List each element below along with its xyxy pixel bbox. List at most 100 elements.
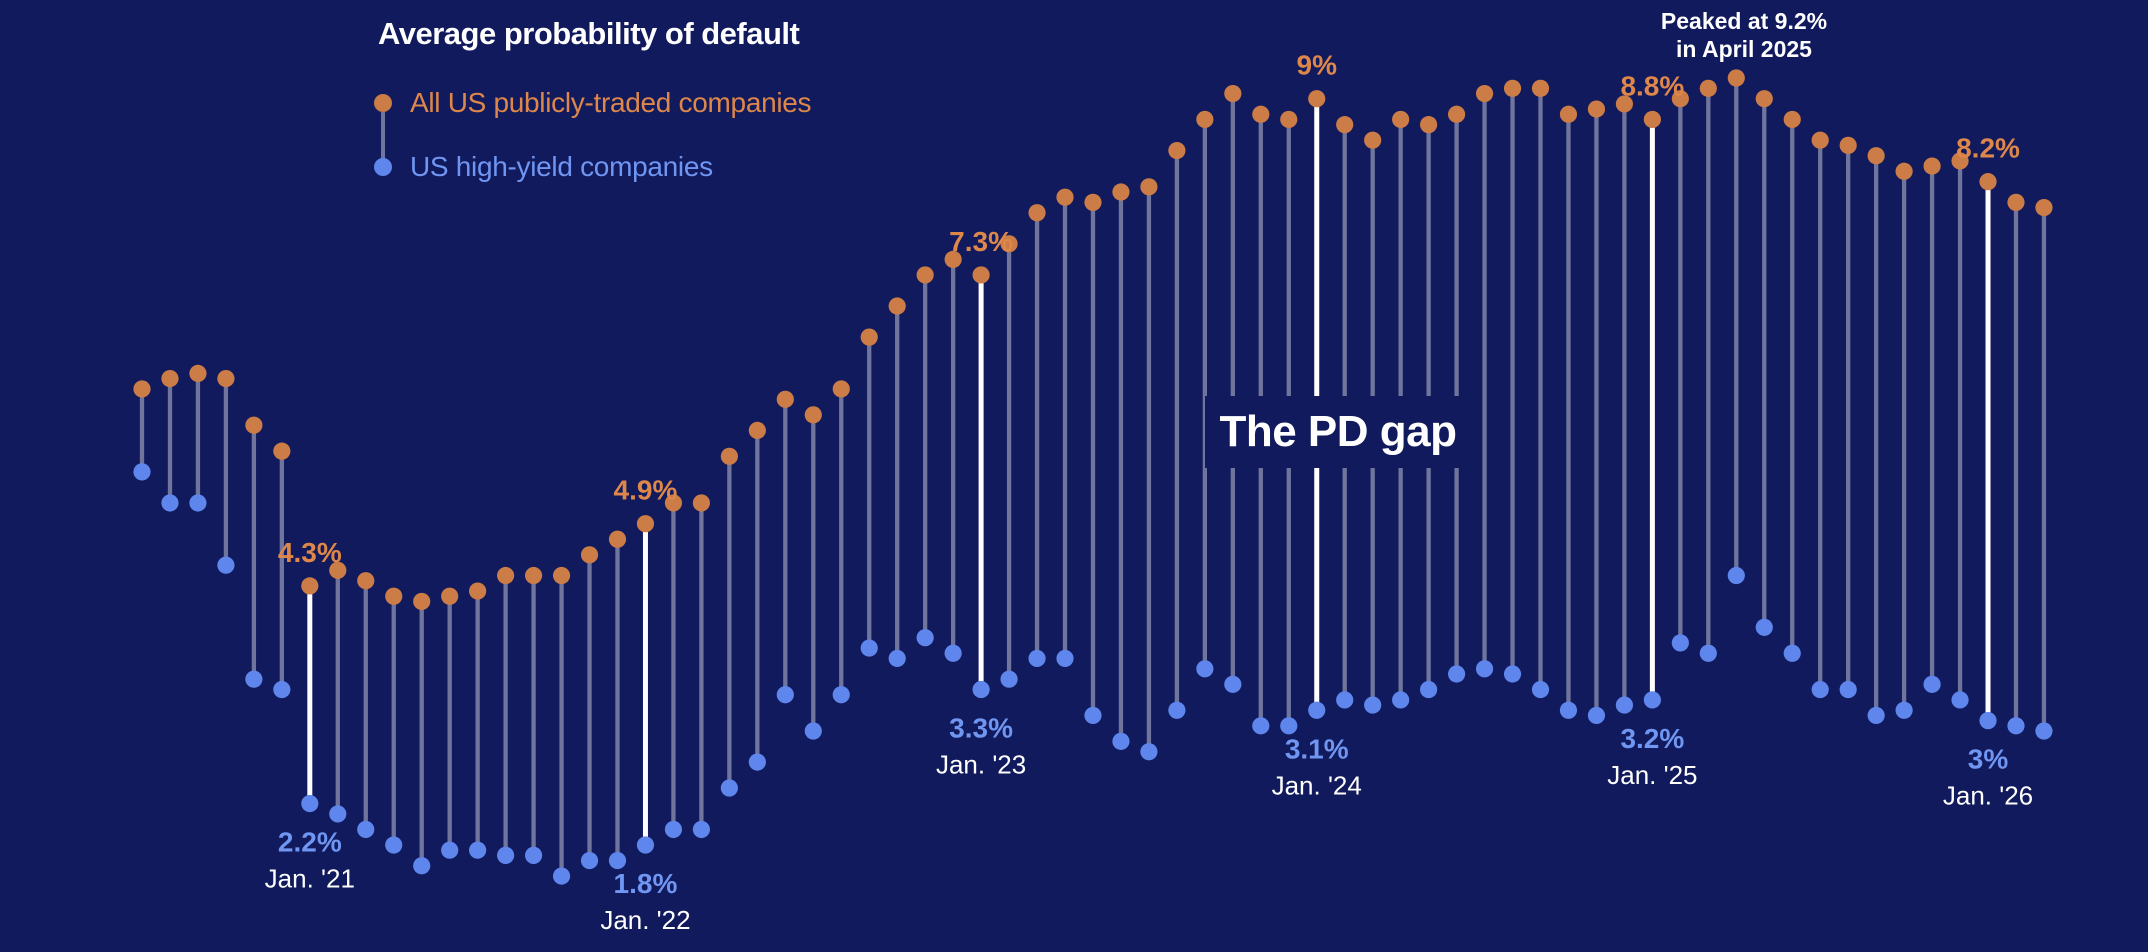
blue-dot [1895, 701, 1913, 719]
blue-dot [552, 867, 571, 885]
orange-dot [608, 530, 627, 548]
blue-dot [2035, 722, 2053, 740]
orange-dot [441, 587, 459, 605]
orange-dot [1615, 95, 1634, 113]
orange-dot [524, 566, 543, 585]
milestone-top-value: 4.3% [278, 537, 342, 568]
milestone-bottom-value: 2.2% [278, 827, 342, 858]
orange-dot [1028, 204, 1046, 222]
orange-dot [1112, 183, 1130, 201]
blue-dot [1559, 701, 1578, 719]
orange-dot [385, 587, 403, 605]
blue-dot [636, 836, 655, 854]
orange-dot [916, 266, 934, 284]
milestone-bottom-value: 1.8% [614, 868, 678, 899]
blue-series-dot-icon [374, 158, 392, 176]
orange-dot [692, 494, 711, 512]
orange-dot [245, 416, 263, 434]
blue-dot [1923, 675, 1941, 693]
orange-dot [1727, 69, 1745, 87]
blue-dot [1056, 649, 1074, 668]
orange-dot [832, 380, 850, 398]
blue-dot [944, 644, 962, 662]
orange-dot [1923, 157, 1941, 175]
milestone-top-value: 9% [1297, 50, 1338, 81]
blue-dot [273, 680, 291, 699]
orange-dot [944, 250, 962, 268]
orange-dot [580, 546, 599, 564]
orange-dot [329, 561, 347, 579]
blue-dot [1084, 706, 1102, 725]
blue-dot [1336, 691, 1354, 709]
orange-dot [1224, 84, 1242, 103]
orange-dot [1252, 105, 1270, 123]
orange-dot [1839, 136, 1857, 154]
pd-gap-label: The PD gap [1205, 396, 1471, 468]
peak-annotation: Peaked at 9.2% in April 2025 [1544, 8, 1944, 63]
blue-dot [580, 851, 599, 870]
orange-dot [497, 566, 515, 585]
blue-dot [860, 639, 878, 657]
orange-dot [1447, 105, 1466, 123]
orange-dot [161, 369, 179, 388]
blue-dot [385, 836, 403, 854]
peak-annotation-line1: Peaked at 9.2% [1660, 8, 1828, 34]
orange-dot [217, 369, 235, 388]
peak-annotation-line2: in April 2025 [1676, 35, 1812, 62]
blue-dot [888, 649, 906, 668]
orange-dot [189, 364, 207, 383]
orange-dot [469, 582, 487, 600]
orange-dot [1084, 193, 1102, 211]
orange-dot [860, 328, 878, 346]
orange-dot [1364, 131, 1382, 149]
orange-dot [1196, 110, 1214, 129]
orange-dot [1811, 131, 1829, 149]
blue-dot [1531, 680, 1550, 699]
orange-dot [664, 494, 683, 512]
milestone-top-value: 8.2% [1956, 133, 2020, 164]
blue-dot [329, 805, 347, 823]
legend-connector-line [381, 112, 385, 174]
orange-dot [357, 572, 375, 590]
blue-dot [301, 794, 319, 813]
orange-dot [1587, 100, 1606, 118]
blue-dot [524, 846, 543, 864]
milestone-bottom-value: 3.3% [949, 713, 1013, 744]
blue-dot [972, 680, 990, 699]
blue-dot [664, 820, 683, 839]
blue-dot [1727, 566, 1745, 585]
blue-dot [441, 841, 459, 859]
milestone-bottom-value: 3% [1968, 744, 2009, 775]
blue-dot [217, 556, 235, 574]
milestone-date-label: Jan. '24 [1272, 770, 1362, 800]
blue-dot [161, 494, 179, 512]
blue-dot [1364, 696, 1382, 714]
blue-dot [1420, 680, 1438, 699]
blue-dot [1000, 670, 1018, 688]
orange-dot [1699, 79, 1717, 97]
blue-dot [1951, 691, 1969, 709]
orange-series-dot-icon [374, 94, 392, 112]
orange-dot [273, 442, 291, 460]
legend-label-high-yield: US high-yield companies [410, 151, 713, 182]
blue-dot [832, 686, 850, 704]
blue-dot [1811, 680, 1829, 699]
orange-dot [776, 390, 794, 408]
blue-dot [1168, 701, 1186, 719]
orange-dot [1475, 84, 1494, 103]
orange-dot [1559, 105, 1578, 123]
blue-dot [1252, 717, 1270, 735]
blue-dot [1587, 706, 1606, 725]
blue-dot [1028, 649, 1046, 668]
blue-dot [1308, 701, 1326, 719]
milestone-top-value: 7.3% [949, 226, 1013, 257]
blue-dot [2007, 717, 2025, 735]
blue-dot [413, 857, 431, 875]
milestone-date-label: Jan. '26 [1943, 781, 2033, 811]
blue-dot [776, 686, 794, 704]
orange-dot [636, 515, 655, 533]
orange-dot [133, 380, 151, 398]
blue-dot [1615, 696, 1634, 714]
orange-dot [1140, 178, 1158, 196]
blue-dot [804, 722, 822, 740]
